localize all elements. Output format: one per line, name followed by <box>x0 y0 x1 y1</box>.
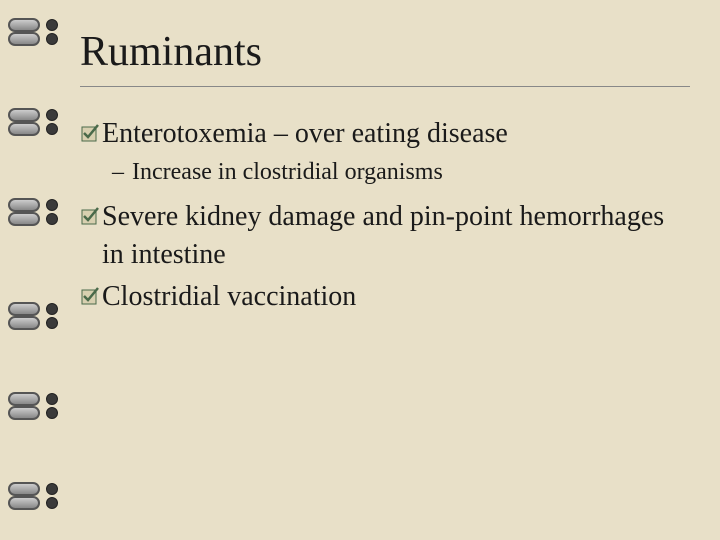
slide-title: Ruminants <box>80 28 690 87</box>
sub-bullet-item: – Increase in clostridial organisms <box>112 157 690 188</box>
sub-bullet-text: Increase in clostridial organisms <box>132 157 443 188</box>
binder-ring <box>8 302 52 342</box>
bullet-item: Enterotoxemia – over eating disease <box>80 115 690 153</box>
check-book-icon <box>80 282 100 310</box>
bullet-item: Clostridial vaccination <box>80 278 690 316</box>
slide-content: Ruminants Enterotoxemia – over eating di… <box>80 28 690 319</box>
check-book-icon <box>80 202 100 230</box>
dash-icon: – <box>112 157 124 188</box>
binder-ring <box>8 392 52 432</box>
check-book-icon <box>80 119 100 147</box>
bullet-item: Severe kidney damage and pin-point hemor… <box>80 198 690 274</box>
bullet-text: Clostridial vaccination <box>102 278 356 316</box>
bullet-text: Severe kidney damage and pin-point hemor… <box>102 198 690 274</box>
binder-ring <box>8 482 52 522</box>
binder-ring <box>8 198 52 238</box>
bullet-text: Enterotoxemia – over eating disease <box>102 115 508 153</box>
binder-ring <box>8 108 52 148</box>
binder-edge <box>0 0 52 540</box>
binder-ring <box>8 18 52 58</box>
